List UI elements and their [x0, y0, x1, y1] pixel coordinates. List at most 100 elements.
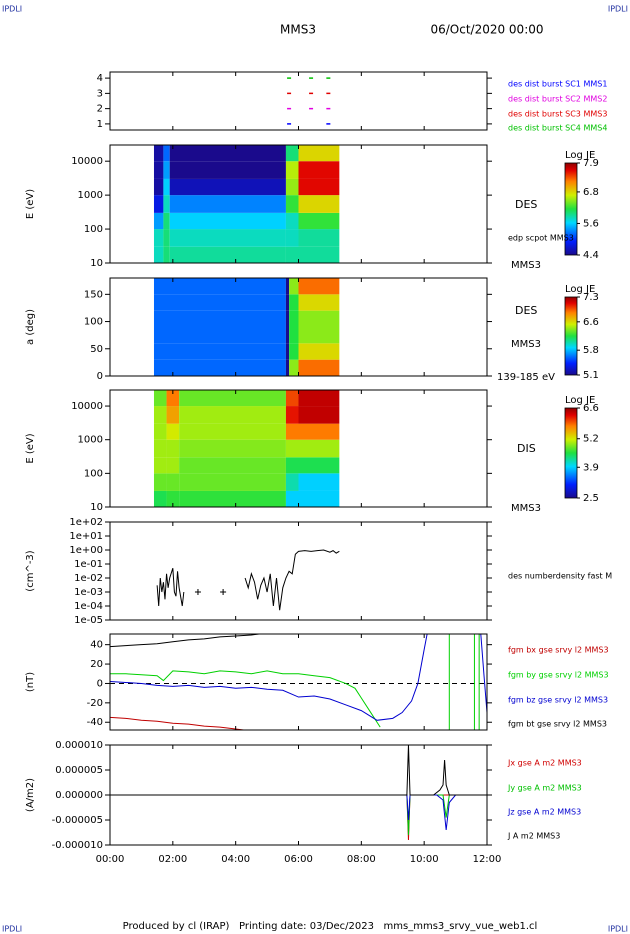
y-tick-label: 100 — [84, 468, 103, 479]
plot-area — [110, 634, 487, 730]
spectrogram-cell — [298, 406, 340, 424]
plot-area — [153, 145, 340, 263]
colorbar-label: Log JE — [565, 395, 595, 406]
plot-area — [110, 745, 487, 841]
spectrogram-cell — [285, 390, 299, 407]
x-tick-label: 00:00 — [96, 854, 125, 865]
y-tick-label: 20 — [90, 659, 103, 670]
spectrogram-cell — [163, 195, 170, 213]
spectrogram-cell — [298, 145, 340, 162]
spectrogram-cell — [153, 229, 164, 247]
y-tick-label: -0.000005 — [52, 815, 103, 826]
spectrogram-cell — [169, 178, 286, 196]
legend-entry: fgm bt gse srvy l2 MMS3 — [508, 720, 607, 729]
y-tick-label: -20 — [87, 698, 103, 709]
spectrogram-cell — [298, 343, 340, 360]
corner-label: IPDLI — [2, 5, 22, 14]
series-line — [110, 634, 480, 730]
colorbar-tick-label: 4.4 — [583, 250, 599, 261]
spectrogram-cell — [285, 178, 299, 196]
spectrogram-cell — [153, 246, 164, 263]
spectrogram-cell — [169, 229, 286, 247]
y-tick-label: 10 — [90, 502, 103, 513]
y-axis-label: (cm^-3) — [25, 550, 36, 591]
series-line — [156, 549, 340, 611]
spectrogram-cell — [289, 310, 299, 327]
colorbar-tick-label: 7.9 — [583, 158, 599, 169]
y-tick-label: 0.000010 — [55, 740, 103, 751]
y-tick-label: 4 — [97, 73, 103, 84]
spectrogram-cell — [163, 212, 170, 230]
date: 06/Oct/2020 00:00 — [430, 23, 543, 37]
y-tick-label: 1000 — [78, 435, 103, 446]
spectrogram-cell — [289, 359, 299, 376]
y-axis-label: a (deg) — [25, 309, 36, 345]
y-tick-label: 1e+01 — [69, 531, 103, 542]
spectrogram-cell — [169, 161, 286, 179]
spectrogram-cell — [285, 229, 299, 247]
colorbar — [564, 162, 578, 256]
y-tick-label: -40 — [87, 717, 103, 728]
legend-entry: fgm bx gse srvy l2 MMS3 — [508, 646, 609, 655]
spectrogram-cell — [298, 178, 340, 196]
series-line — [110, 745, 487, 796]
panel-label: MMS3 — [511, 339, 541, 350]
y-tick-label: 0 — [97, 678, 103, 689]
colorbar-tick-label: 2.5 — [583, 493, 599, 504]
spectrogram-cell — [153, 195, 164, 213]
spectrogram-cell — [153, 212, 164, 230]
spectrogram-cell — [153, 423, 167, 440]
spectrogram-cell — [298, 246, 340, 263]
spectrogram-cell — [163, 229, 170, 247]
colorbar-tick-label: 6.6 — [583, 403, 599, 414]
spectrogram-cell — [153, 390, 167, 407]
cross-marker — [220, 589, 227, 595]
spectrogram-cell — [285, 343, 290, 360]
spectrogram-cell — [285, 423, 299, 440]
cross-marker — [194, 589, 201, 595]
spectrogram-cell — [298, 278, 340, 295]
colorbar-tick-label: 5.6 — [583, 218, 599, 229]
spectrogram-cell — [289, 343, 299, 360]
plot-area — [153, 390, 340, 507]
y-tick-label: 40 — [90, 640, 103, 651]
spectrogram-cell — [153, 343, 286, 360]
y-tick-label: 1e-05 — [74, 615, 103, 626]
plot-area — [287, 77, 331, 125]
spectrogram-cell — [289, 278, 299, 295]
spectrogram-cell — [153, 294, 286, 311]
spectrogram-cell — [298, 327, 340, 344]
y-tick-label: -0.000010 — [52, 840, 103, 851]
spectrogram-cell — [285, 457, 299, 474]
y-tick-label: 150 — [84, 289, 103, 300]
spectrogram-cell — [179, 423, 286, 440]
y-tick-label: 1e-03 — [74, 587, 103, 598]
spectrogram-cell — [166, 439, 180, 458]
legend-entry: des dist burst SC3 MMS3 — [508, 110, 607, 119]
spectrogram-cell — [285, 327, 290, 344]
colorbar-tick-label: 7.3 — [583, 292, 599, 303]
spectrogram-cell — [153, 310, 286, 327]
legend-entry: fgm by gse srvy l2 MMS3 — [508, 671, 609, 680]
x-tick-label: 10:00 — [410, 854, 439, 865]
y-tick-label: 100 — [84, 317, 103, 328]
spectrogram-cell — [298, 229, 340, 247]
colorbar-tick-label: 5.1 — [583, 370, 599, 381]
colorbar-tick-label: 5.2 — [583, 434, 599, 445]
x-tick-label: 02:00 — [158, 854, 187, 865]
spectrogram-cell — [166, 490, 180, 507]
spectrogram-cell — [153, 359, 286, 376]
y-tick-label: 100 — [84, 224, 103, 235]
spectrogram-cell — [166, 406, 180, 424]
spectrogram-cell — [298, 212, 340, 230]
spectrogram-cell — [298, 294, 340, 311]
y-axis-label: E (eV) — [25, 433, 36, 463]
panel-label: MMS3 — [511, 503, 541, 514]
spectrogram-cell — [285, 490, 299, 507]
spectrogram-cell — [179, 439, 286, 458]
spectrogram-cell — [153, 161, 164, 179]
spectrogram-cell — [169, 246, 286, 263]
spectrogram-cell — [298, 195, 340, 213]
spectrogram-cell — [298, 473, 340, 491]
